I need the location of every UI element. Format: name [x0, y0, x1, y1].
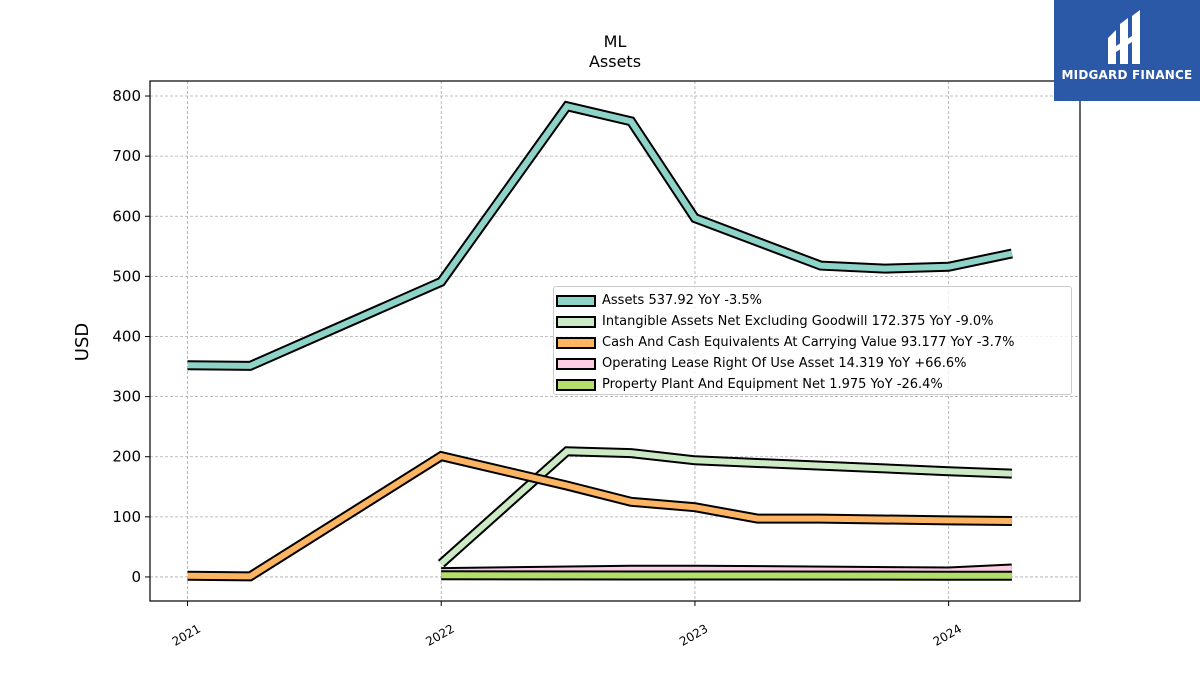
y-axis-label: USD	[72, 322, 93, 362]
chart-subtitle: Assets	[588, 52, 642, 71]
legend-item: Operating Lease Right Of Use Asset 14.31…	[554, 353, 1071, 374]
series-line-0	[187, 102, 1013, 369]
series-line-2	[187, 452, 1012, 580]
legend-label: Intangible Assets Net Excluding Goodwill…	[602, 314, 994, 329]
legend-swatch	[556, 378, 596, 391]
series-line-outline-2	[187, 450, 1012, 582]
y-tick-label: 600	[112, 207, 141, 225]
legend-item: Property Plant And Equipment Net 1.975 Y…	[554, 374, 1071, 395]
y-tick-label: 500	[112, 267, 141, 285]
x-tick-label: 2021	[170, 621, 203, 648]
midgard-logo-icon	[1108, 10, 1140, 64]
plot-frame	[149, 80, 1081, 602]
legend-swatch	[556, 315, 596, 328]
x-tick-label: 2023	[677, 621, 710, 648]
legend-label: Property Plant And Equipment Net 1.975 Y…	[602, 377, 943, 392]
chart-title: ML	[603, 32, 627, 51]
brand-logo: MIDGARD FINANCE	[1054, 0, 1200, 101]
legend-swatch	[556, 294, 596, 307]
legend-item: Assets 537.92 YoY -3.5%	[554, 290, 1071, 311]
y-tick-label: 800	[112, 87, 141, 105]
y-tick-label: 300	[112, 388, 141, 406]
x-tick-label: 2024	[931, 621, 964, 648]
legend-swatch	[556, 336, 596, 349]
chart-legend: Assets 537.92 YoY -3.5% Intangible Assets…	[553, 286, 1072, 395]
brand-name: MIDGARD FINANCE	[1061, 68, 1193, 82]
x-tick-label: 2022	[423, 621, 456, 648]
y-tick-label: 100	[112, 508, 141, 526]
series-line-1	[439, 448, 1013, 566]
y-tick-label: 0	[131, 568, 141, 586]
y-tick-label: 700	[112, 147, 141, 165]
legend-label: Operating Lease Right Of Use Asset 14.31…	[602, 356, 967, 371]
legend-item: Cash And Cash Equivalents At Carrying Va…	[554, 332, 1071, 353]
legend-item: Intangible Assets Net Excluding Goodwill…	[554, 311, 1071, 332]
legend-swatch	[556, 357, 596, 370]
y-tick-label: 200	[112, 448, 141, 466]
legend-label: Assets 537.92 YoY -3.5%	[602, 293, 763, 308]
legend-label: Cash And Cash Equivalents At Carrying Va…	[602, 335, 1015, 350]
y-tick-label: 400	[112, 327, 141, 345]
series-line-4	[441, 572, 1012, 579]
